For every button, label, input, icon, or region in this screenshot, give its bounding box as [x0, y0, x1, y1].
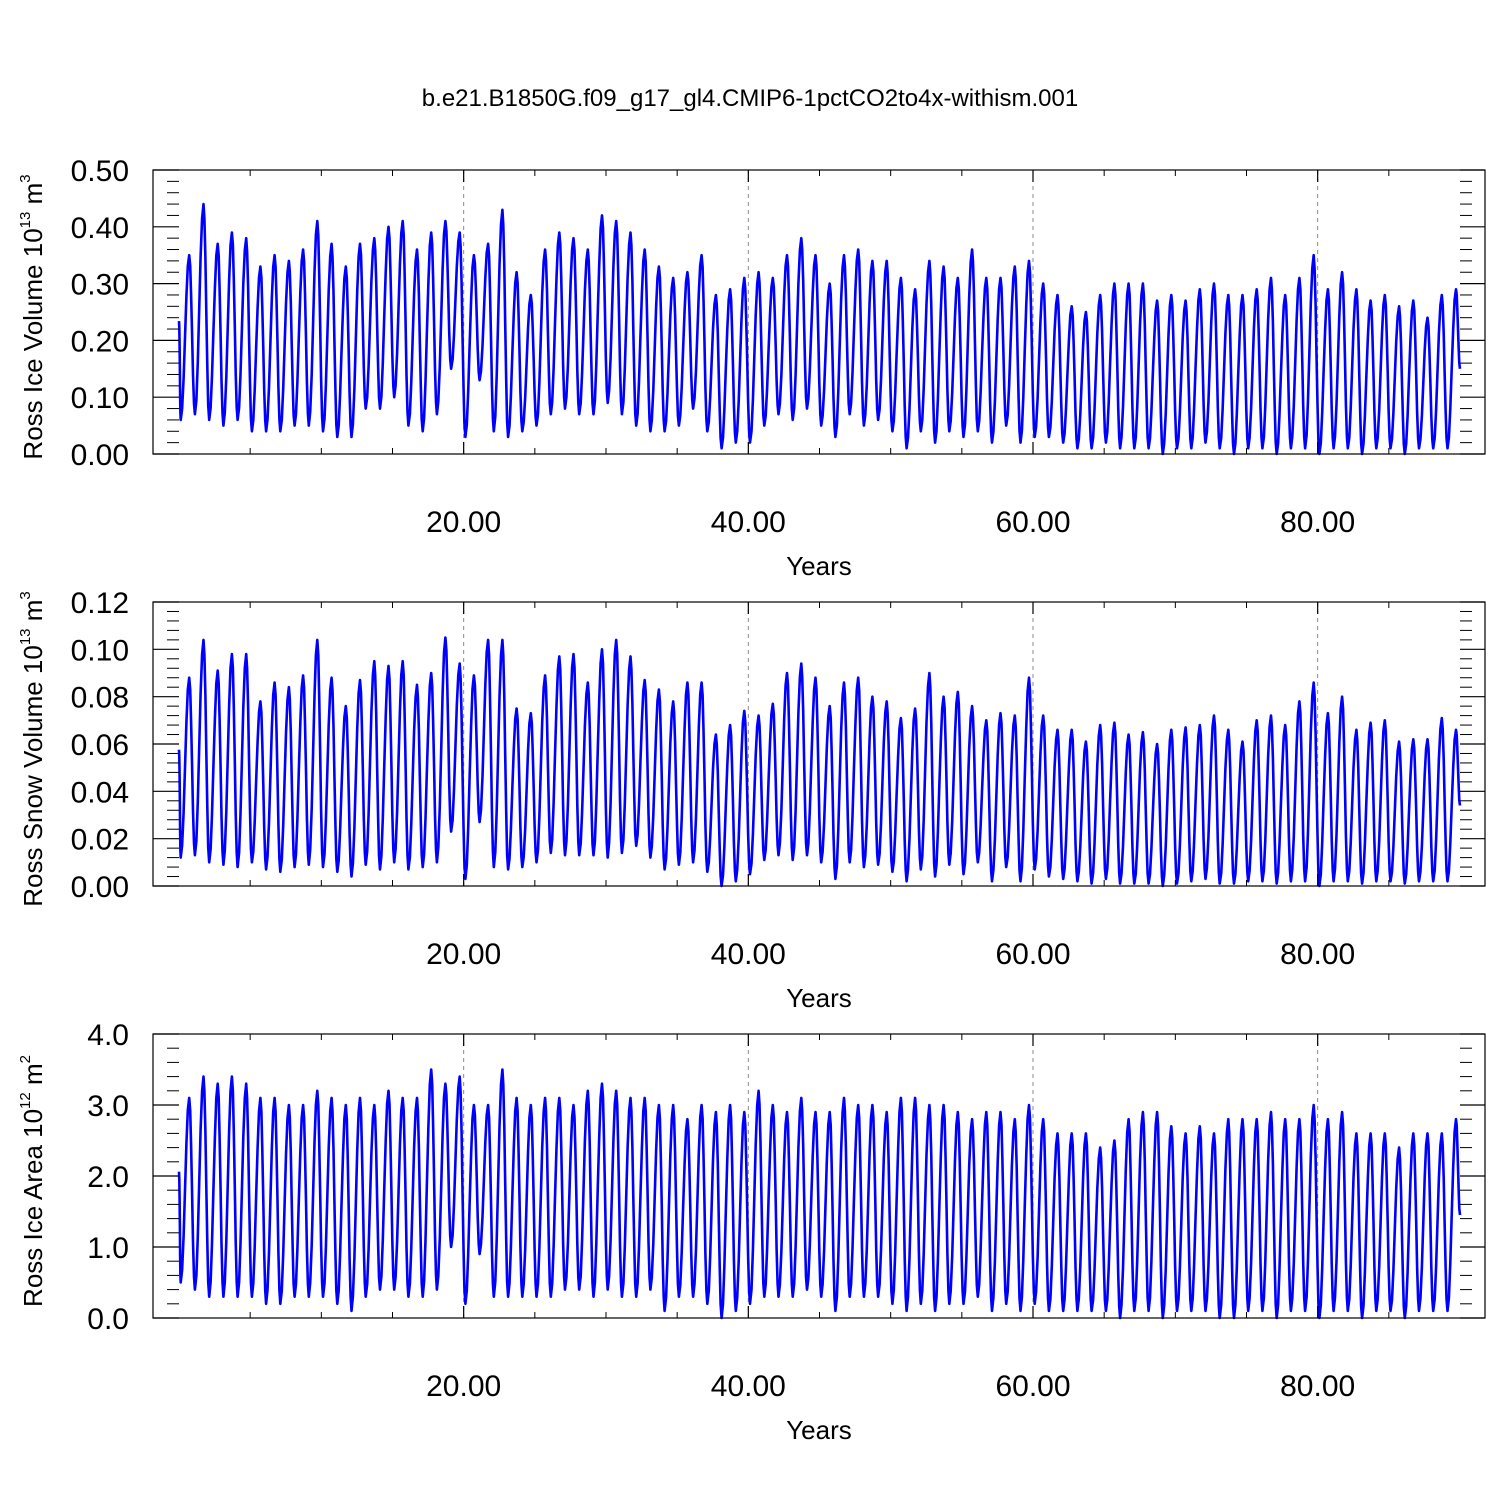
y-axis-title-superscript: 13 [17, 628, 34, 645]
x-axis-title: Years [786, 551, 852, 581]
y-axis-title-superscript: 13 [17, 212, 34, 229]
panel-1: 20.00 40.00 60.00 80.00 0.00 0.10 0.20 0.30 0.40… [17, 155, 1486, 581]
y-tick-label: 0.00 [71, 439, 129, 472]
y-tick-label: 0.12 [71, 587, 129, 620]
y-axis-title-text: Ross Ice Area 10 [18, 1109, 48, 1307]
x-tick-label: 80.00 [1280, 938, 1355, 971]
x-axis-title: Years [786, 1415, 852, 1445]
y-tick-label: 0.08 [71, 682, 129, 715]
y-axis-title-text: Ross Snow Volume 10 [18, 645, 48, 907]
panels: 20.00 40.00 60.00 80.000.000.100.200.300.40… [17, 155, 1486, 1445]
y-axis-title-text: m [18, 600, 48, 629]
x-tick-label: 60.00 [995, 938, 1070, 971]
y-tick-label: 0.50 [71, 155, 129, 188]
series-line [177, 202, 1462, 456]
y-axis-title-text: m [18, 183, 48, 212]
panel-3: 20.00 40.00 60.00 80.00 0.0 1.0 2.0 3.0 4.0 Years… [17, 1019, 1486, 1445]
x-tick-label: 60.00 [995, 1370, 1070, 1403]
x-tick-label: 60.00 [995, 506, 1070, 539]
y-tick-label: 0.04 [71, 776, 129, 809]
x-tick-label: 20.00 [426, 938, 501, 971]
y-tick-label: 0.00 [71, 871, 129, 904]
x-tick-label: 40.00 [711, 938, 786, 971]
x-tick-label: 80.00 [1280, 1370, 1355, 1403]
figure-title: b.e21.B1850G.f09_g17_gl4.CMIP6-1pctCO2to… [422, 85, 1078, 112]
y-tick-label: 0.0 [87, 1303, 129, 1336]
y-axis-title-superscript: 2 [17, 1055, 34, 1063]
x-tick-label: 40.00 [711, 506, 786, 539]
y-tick-label: 2.0 [87, 1161, 129, 1194]
y-axis-title-superscript: 3 [17, 174, 34, 182]
y-axis-title: Ross Snow Volume 1013 m3 [17, 591, 48, 907]
y-axis-title: Ross Ice Volume 1013 m3 [17, 174, 48, 459]
y-tick-label: 0.10 [71, 382, 129, 415]
y-tick-label: 3.0 [87, 1090, 129, 1123]
y-axis-title-superscript: 12 [17, 1092, 34, 1109]
y-axis-title-text: Ross Ice Volume 10 [18, 228, 48, 459]
series-line [177, 636, 1462, 888]
y-tick-label: 0.10 [71, 634, 129, 667]
y-axis-title: Ross Ice Area 1012 m2 [17, 1055, 48, 1307]
y-tick-label: 1.0 [87, 1232, 129, 1265]
x-tick-label: 40.00 [711, 1370, 786, 1403]
x-tick-label: 80.00 [1280, 506, 1355, 539]
y-tick-label: 4.0 [87, 1019, 129, 1052]
y-tick-label: 0.30 [71, 269, 129, 302]
panel-2: 20.00 40.00 60.00 80.00 0.00 0.02 0.04 0.06 0.08… [17, 587, 1486, 1013]
y-tick-label: 0.06 [71, 729, 129, 762]
x-axis-title: Years [786, 983, 852, 1013]
y-tick-label: 0.02 [71, 824, 129, 857]
series-line [177, 1068, 1462, 1320]
x-tick-label: 20.00 [426, 1370, 501, 1403]
y-axis-title-superscript: 3 [17, 591, 34, 599]
y-tick-label: 0.40 [71, 212, 129, 245]
y-axis-title-text: m [18, 1063, 48, 1092]
y-tick-label: 0.20 [71, 325, 129, 358]
x-tick-label: 20.00 [426, 506, 501, 539]
